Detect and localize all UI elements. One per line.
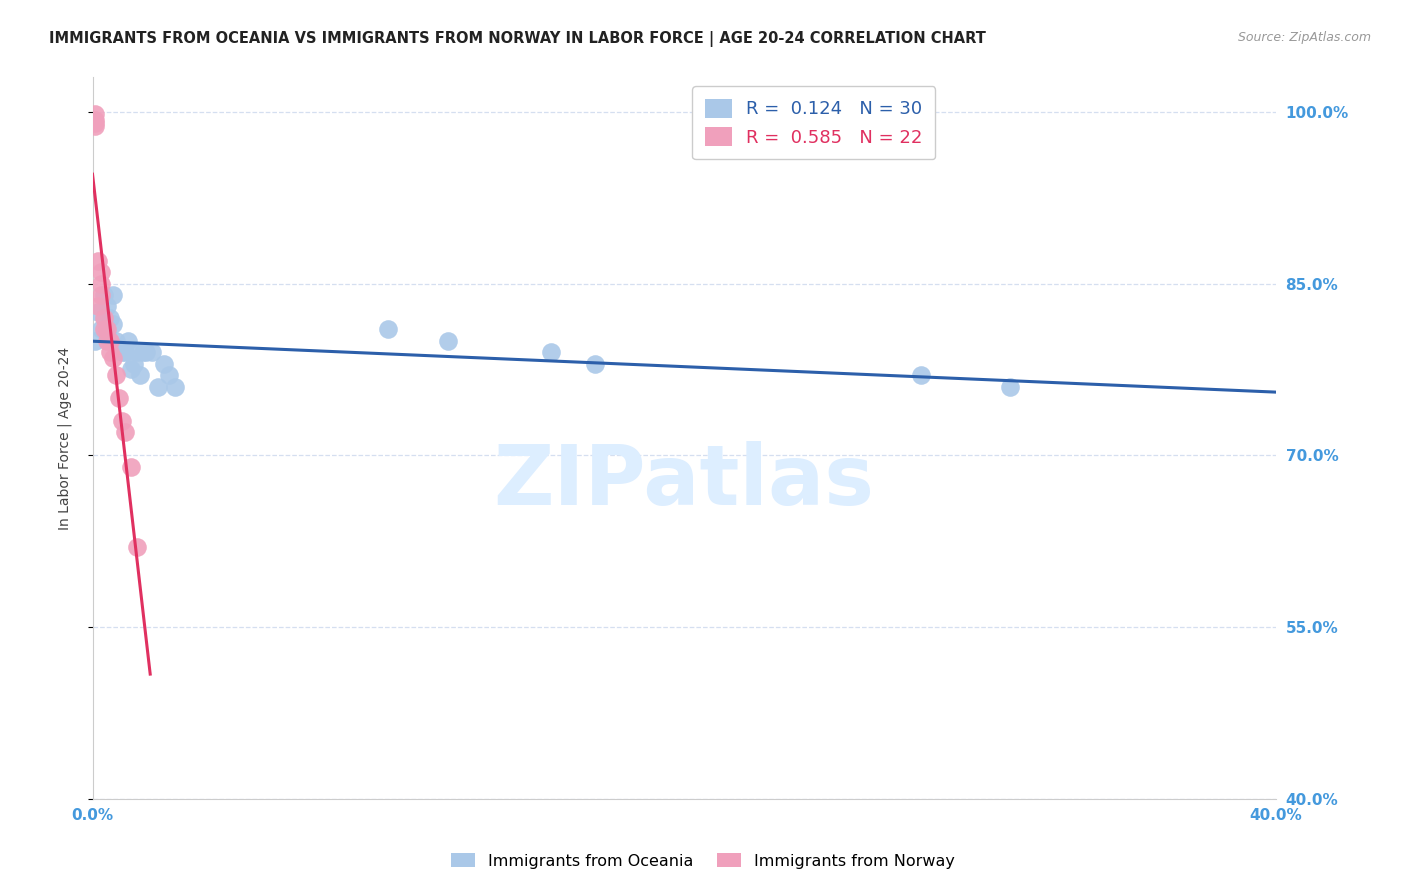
Point <box>93 322 115 336</box>
Point <box>105 368 128 383</box>
Point <box>103 351 125 365</box>
Point <box>84 334 107 348</box>
Point <box>111 414 134 428</box>
Point <box>93 310 115 325</box>
Point <box>90 322 112 336</box>
Point <box>122 357 145 371</box>
Point <box>125 540 148 554</box>
Point <box>114 345 136 359</box>
Point <box>87 253 110 268</box>
Point <box>93 288 115 302</box>
Y-axis label: In Labor Force | Age 20-24: In Labor Force | Age 20-24 <box>58 346 72 530</box>
Legend: R =  0.124   N = 30, R =  0.585   N = 22: R = 0.124 N = 30, R = 0.585 N = 22 <box>692 87 935 160</box>
Point <box>910 368 932 383</box>
Point <box>103 317 125 331</box>
Point <box>90 265 112 279</box>
Point <box>125 345 148 359</box>
Point <box>377 322 399 336</box>
Point <box>152 357 174 371</box>
Point <box>165 379 187 393</box>
Point <box>114 425 136 440</box>
Point <box>87 305 110 319</box>
Point <box>84 116 107 130</box>
Point <box>98 310 121 325</box>
Point <box>96 300 118 314</box>
Point <box>90 288 112 302</box>
Point <box>84 107 107 121</box>
Point <box>132 345 155 359</box>
Point <box>87 300 110 314</box>
Point <box>96 322 118 336</box>
Text: IMMIGRANTS FROM OCEANIA VS IMMIGRANTS FROM NORWAY IN LABOR FORCE | AGE 20-24 COR: IMMIGRANTS FROM OCEANIA VS IMMIGRANTS FR… <box>49 31 986 47</box>
Point <box>84 112 107 127</box>
Point <box>96 328 118 343</box>
Point <box>540 345 562 359</box>
Point <box>105 334 128 348</box>
Point <box>103 288 125 302</box>
Point <box>141 345 163 359</box>
Point <box>108 391 131 405</box>
Text: ZIPatlas: ZIPatlas <box>494 441 875 522</box>
Point <box>583 357 606 371</box>
Legend: Immigrants from Oceania, Immigrants from Norway: Immigrants from Oceania, Immigrants from… <box>444 847 962 875</box>
Point <box>436 334 458 348</box>
Point <box>111 345 134 359</box>
Point <box>84 119 107 133</box>
Point <box>120 362 142 376</box>
Point <box>146 379 169 393</box>
Point <box>135 345 157 359</box>
Point <box>98 334 121 348</box>
Point <box>90 277 112 291</box>
Point <box>120 459 142 474</box>
Point <box>117 334 139 348</box>
Point <box>159 368 181 383</box>
Point <box>998 379 1021 393</box>
Point <box>128 368 150 383</box>
Point <box>98 345 121 359</box>
Text: Source: ZipAtlas.com: Source: ZipAtlas.com <box>1237 31 1371 45</box>
Point <box>96 334 118 348</box>
